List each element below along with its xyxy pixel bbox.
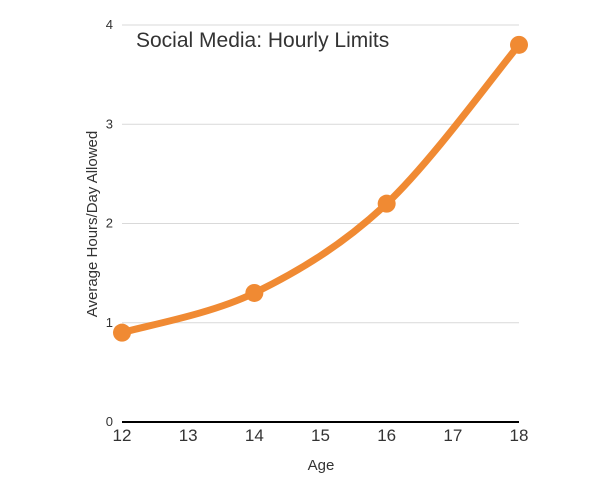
y-tick-label-3: 3 bbox=[106, 116, 113, 131]
y-tick-label-4: 4 bbox=[106, 17, 113, 32]
x-tick-label-16: 16 bbox=[377, 426, 396, 445]
y-tick-label-0: 0 bbox=[106, 414, 113, 429]
x-tick-label-17: 17 bbox=[443, 426, 462, 445]
y-tick-labels: 0 1 2 3 4 bbox=[106, 17, 113, 429]
y-axis-label: Average Hours/Day Allowed bbox=[84, 131, 101, 318]
x-tick-labels: 12 13 14 15 16 17 18 bbox=[113, 426, 529, 445]
x-tick-label-13: 13 bbox=[179, 426, 198, 445]
data-points bbox=[113, 35, 528, 342]
data-point-age-12 bbox=[113, 323, 131, 342]
series-line bbox=[118, 41, 523, 337]
x-tick-label-18: 18 bbox=[510, 426, 529, 445]
y-tick-label-1: 1 bbox=[106, 315, 113, 330]
chart-title: Social Media: Hourly Limits bbox=[136, 29, 389, 52]
x-tick-label-15: 15 bbox=[311, 426, 330, 445]
x-tick-label-12: 12 bbox=[113, 426, 132, 445]
y-tick-label-2: 2 bbox=[106, 216, 113, 231]
grid-lines bbox=[122, 24, 519, 324]
x-tick-label-14: 14 bbox=[245, 426, 264, 445]
x-axis-label: Age bbox=[308, 457, 335, 474]
data-point-age-14 bbox=[245, 283, 264, 302]
data-point-age-18 bbox=[510, 35, 528, 54]
data-point-age-16 bbox=[377, 194, 396, 213]
